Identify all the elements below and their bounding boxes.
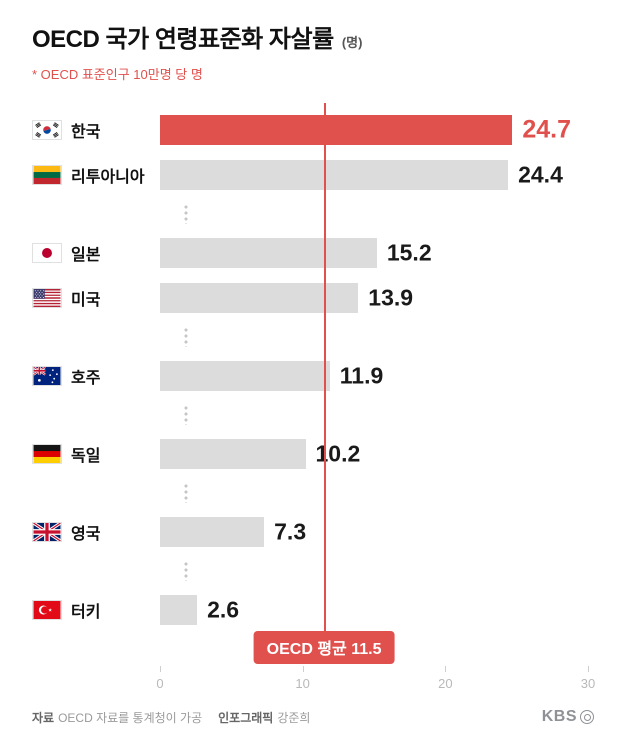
chart-rows: 한국 24.7 리투아니아 24.4 일본 15.2 미국 13.9 호주 11.9 독일 10.2 영… bbox=[32, 101, 588, 625]
flag-de-icon bbox=[32, 443, 62, 464]
value-bar bbox=[160, 360, 330, 391]
value-bar bbox=[160, 516, 265, 547]
value-label: 2.6 bbox=[207, 596, 240, 623]
country-label-cell: 호주 bbox=[32, 364, 160, 388]
axis-tick-label: 20 bbox=[438, 675, 453, 691]
average-badge-label: OECD 평균 11.5 bbox=[266, 640, 382, 658]
flag-au-icon bbox=[32, 365, 62, 386]
ellipsis-separator bbox=[184, 326, 588, 347]
title-unit: (명) bbox=[341, 35, 363, 50]
ellipsis-dots-icon bbox=[184, 203, 188, 224]
country-label-cell: 일본 bbox=[32, 241, 160, 265]
ellipsis-dots-icon bbox=[184, 560, 188, 581]
value-bar bbox=[160, 159, 509, 190]
country-label-cell: 한국 bbox=[32, 118, 160, 142]
value-bar bbox=[160, 114, 513, 145]
bar-area: 13.9 bbox=[160, 282, 588, 313]
country-label-cell: 미국 bbox=[32, 286, 160, 310]
axis-tick-label: 30 bbox=[580, 675, 596, 691]
value-label: 24.7 bbox=[522, 115, 572, 144]
chart-row-kr: 한국 24.7 bbox=[32, 114, 588, 145]
bar-area: 7.3 bbox=[160, 516, 588, 547]
ellipsis-separator bbox=[184, 203, 588, 224]
value-label: 13.9 bbox=[368, 284, 414, 311]
ellipsis-separator bbox=[184, 482, 588, 503]
ellipsis-separator bbox=[184, 560, 588, 581]
value-label: 10.2 bbox=[315, 440, 361, 467]
flag-us-icon bbox=[32, 287, 62, 308]
flag-gb-icon bbox=[32, 521, 62, 542]
x-axis: 0 10 20 30 bbox=[156, 661, 595, 705]
bar-area: 11.9 bbox=[160, 360, 588, 391]
credits: 자료 OECD 자료를 통계청이 가공 인포그래픽 강준희 bbox=[32, 709, 326, 726]
source-text: OECD 자료를 통계청이 가공 bbox=[58, 710, 203, 725]
country-name: 영국 bbox=[71, 525, 101, 543]
average-line bbox=[324, 102, 327, 661]
credit-label: 인포그래픽 bbox=[218, 710, 274, 725]
chart-subtitle: * OECD 표준인구 10만명 당 명 bbox=[32, 66, 203, 82]
value-label: 11.9 bbox=[339, 362, 384, 389]
country-label-cell: 리투아니아 bbox=[32, 163, 160, 187]
chart-row-lt: 리투아니아 24.4 bbox=[32, 159, 588, 190]
value-label: 15.2 bbox=[386, 239, 432, 266]
chart-row-jp: 일본 15.2 bbox=[32, 237, 588, 268]
ellipsis-separator bbox=[184, 404, 588, 425]
kbs-logo-mark bbox=[580, 710, 594, 724]
country-name: 독일 bbox=[71, 447, 101, 465]
badge-row: OECD 평균 11.5 bbox=[32, 625, 588, 664]
country-label-cell: 터키 bbox=[32, 598, 160, 622]
value-bar bbox=[160, 282, 359, 313]
country-name: 한국 bbox=[71, 123, 101, 141]
source-label: 자료 bbox=[32, 710, 55, 725]
country-name: 호주 bbox=[71, 369, 101, 387]
country-name: 리투아니아 bbox=[71, 168, 145, 186]
kbs-logo: KBS bbox=[542, 708, 594, 726]
chart-row-de: 독일 10.2 bbox=[32, 438, 588, 469]
flag-lt-icon bbox=[32, 164, 62, 185]
chart-row-au: 호주 11.9 bbox=[32, 360, 588, 391]
bar-area: 2.6 bbox=[160, 594, 588, 625]
value-bar bbox=[160, 237, 377, 268]
axis-tick-label: 10 bbox=[295, 675, 310, 691]
axis-tick bbox=[160, 665, 161, 672]
title-text: OECD 국가 연령표준화 자살률 bbox=[32, 26, 334, 53]
flag-jp-icon bbox=[32, 242, 62, 263]
chart-row-tr: 터키 2.6 bbox=[32, 594, 588, 625]
country-name: 터키 bbox=[71, 603, 101, 621]
axis-tick-label: 0 bbox=[156, 675, 164, 691]
country-label-cell: 독일 bbox=[32, 442, 160, 466]
value-label: 7.3 bbox=[274, 518, 307, 545]
page-title: OECD 국가 연령표준화 자살률 (명) bbox=[32, 26, 588, 55]
country-name: 일본 bbox=[71, 246, 101, 264]
header: OECD 국가 연령표준화 자살률 (명) * OECD 표준인구 10만명 당… bbox=[0, 0, 620, 83]
country-label-cell: 영국 bbox=[32, 520, 160, 544]
value-bar bbox=[160, 438, 306, 469]
chart-row-gb: 영국 7.3 bbox=[32, 516, 588, 547]
ellipsis-dots-icon bbox=[184, 482, 188, 503]
axis-tick bbox=[588, 665, 589, 672]
average-badge: OECD 평균 11.5 bbox=[253, 630, 395, 664]
chart-row-us: 미국 13.9 bbox=[32, 282, 588, 313]
bar-chart: 한국 24.7 리투아니아 24.4 일본 15.2 미국 13.9 호주 11.9 독일 10.2 영… bbox=[32, 101, 595, 705]
bar-area: 24.4 bbox=[160, 159, 588, 190]
bar-area: 24.7 bbox=[160, 114, 588, 145]
credit-text: 강준희 bbox=[277, 710, 311, 725]
value-bar bbox=[160, 594, 198, 625]
ellipsis-dots-icon bbox=[184, 404, 188, 425]
flag-kr-icon bbox=[32, 119, 62, 140]
kbs-logo-text: KBS bbox=[541, 708, 577, 725]
bar-area: 15.2 bbox=[160, 237, 588, 268]
footer: 자료 OECD 자료를 통계청이 가공 인포그래픽 강준희 KBS bbox=[32, 708, 594, 726]
bar-area: 10.2 bbox=[160, 438, 588, 469]
country-name: 미국 bbox=[71, 291, 101, 309]
axis-tick bbox=[445, 665, 447, 672]
ellipsis-dots-icon bbox=[184, 326, 188, 347]
value-label: 24.4 bbox=[518, 161, 563, 188]
axis-tick bbox=[302, 665, 304, 672]
flag-tr-icon bbox=[32, 599, 62, 620]
